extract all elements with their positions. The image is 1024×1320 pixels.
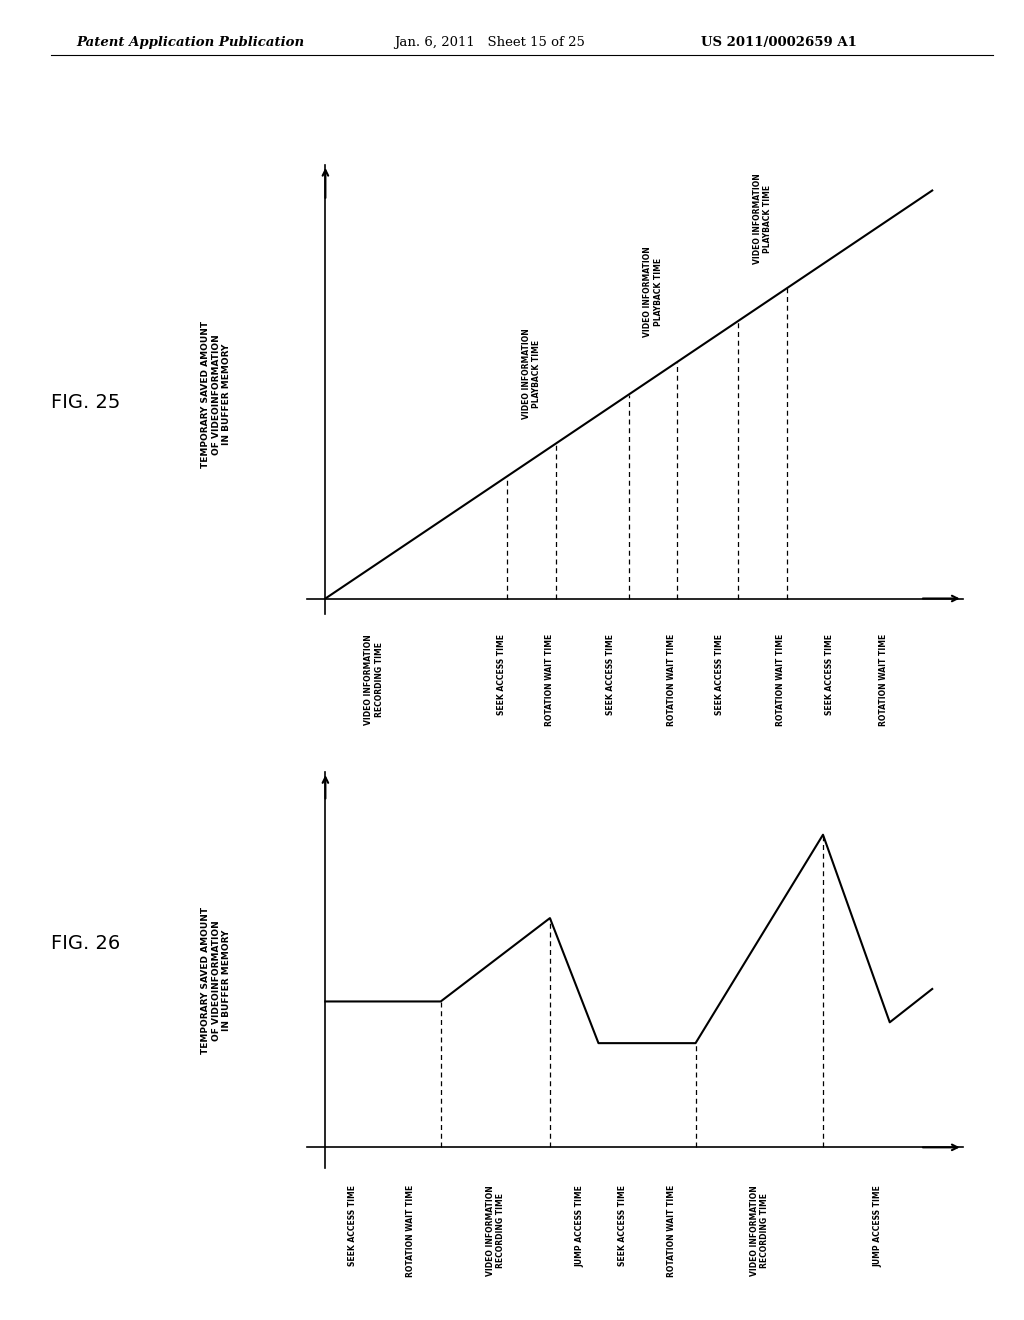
Text: VIDEO INFORMATION
RECORDING TIME: VIDEO INFORMATION RECORDING TIME	[750, 1185, 769, 1275]
Text: Patent Application Publication: Patent Application Publication	[77, 36, 305, 49]
Text: ROTATION WAIT TIME: ROTATION WAIT TIME	[546, 634, 554, 726]
Text: SEEK ACCESS TIME: SEEK ACCESS TIME	[497, 634, 506, 715]
Text: ROTATION WAIT TIME: ROTATION WAIT TIME	[880, 634, 888, 726]
Text: ROTATION WAIT TIME: ROTATION WAIT TIME	[667, 1185, 676, 1278]
Text: VIDEO INFORMATION
PLAYBACK TIME: VIDEO INFORMATION PLAYBACK TIME	[522, 329, 542, 418]
Text: SEEK ACCESS TIME: SEEK ACCESS TIME	[606, 634, 615, 715]
Polygon shape	[738, 289, 786, 598]
Polygon shape	[508, 444, 556, 598]
Polygon shape	[440, 919, 598, 1043]
Text: SEEK ACCESS TIME: SEEK ACCESS TIME	[348, 1185, 357, 1266]
Text: VIDEO INFORMATION
PLAYBACK TIME: VIDEO INFORMATION PLAYBACK TIME	[753, 173, 772, 264]
Text: SEEK ACCESS TIME: SEEK ACCESS TIME	[824, 634, 834, 715]
Text: ROTATION WAIT TIME: ROTATION WAIT TIME	[776, 634, 785, 726]
Text: Jan. 6, 2011   Sheet 15 of 25: Jan. 6, 2011 Sheet 15 of 25	[394, 36, 585, 49]
Text: SEEK ACCESS TIME: SEEK ACCESS TIME	[716, 634, 724, 715]
Text: ROTATION WAIT TIME: ROTATION WAIT TIME	[667, 634, 676, 726]
Text: FIG. 25: FIG. 25	[51, 393, 121, 412]
Text: ROTATION WAIT TIME: ROTATION WAIT TIME	[406, 1185, 415, 1278]
Text: US 2011/0002659 A1: US 2011/0002659 A1	[701, 36, 857, 49]
Text: JUMP ACCESS TIME: JUMP ACCESS TIME	[575, 1185, 585, 1267]
Text: VIDEO INFORMATION
PLAYBACK TIME: VIDEO INFORMATION PLAYBACK TIME	[643, 247, 663, 338]
Text: SEEK ACCESS TIME: SEEK ACCESS TIME	[618, 1185, 628, 1266]
Text: TEMPORARY SAVED AMOUNT
OF VIDEOINFORMATION
IN BUFFER MEMORY: TEMPORARY SAVED AMOUNT OF VIDEOINFORMATI…	[202, 321, 231, 469]
Text: VIDEO INFORMATION
RECORDING TIME: VIDEO INFORMATION RECORDING TIME	[365, 634, 384, 725]
Text: VIDEO INFORMATION
RECORDING TIME: VIDEO INFORMATION RECORDING TIME	[485, 1185, 505, 1275]
Text: FIG. 26: FIG. 26	[51, 935, 121, 953]
Text: TEMPORARY SAVED AMOUNT
OF VIDEOINFORMATION
IN BUFFER MEMORY: TEMPORARY SAVED AMOUNT OF VIDEOINFORMATI…	[202, 907, 231, 1055]
Polygon shape	[695, 834, 932, 1043]
Text: JUMP ACCESS TIME: JUMP ACCESS TIME	[873, 1185, 882, 1267]
Polygon shape	[629, 362, 677, 598]
